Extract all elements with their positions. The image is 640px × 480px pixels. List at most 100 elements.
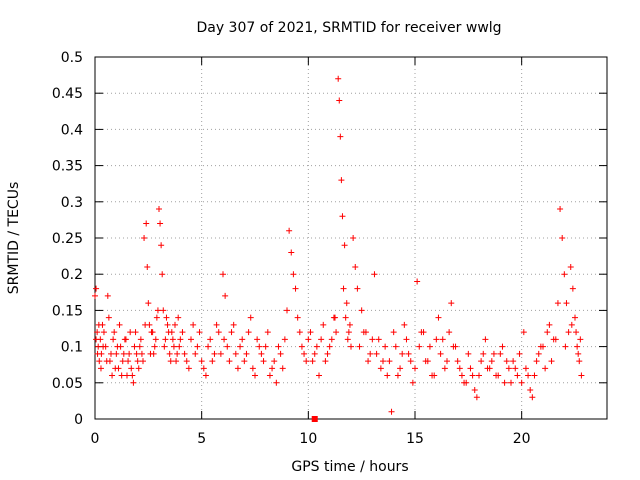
y-tick-label: 0 <box>74 412 83 428</box>
data-points <box>92 75 585 422</box>
data-point <box>119 358 126 365</box>
data-point <box>525 372 532 379</box>
data-point <box>141 235 148 241</box>
square-marker <box>311 416 318 422</box>
data-point <box>277 350 284 357</box>
data-point <box>220 271 226 278</box>
data-point <box>188 336 194 343</box>
data-point <box>311 350 318 357</box>
data-point <box>132 329 139 336</box>
data-point <box>207 336 214 343</box>
data-point <box>360 329 367 336</box>
data-point <box>194 343 201 350</box>
data-point <box>559 235 566 241</box>
data-point <box>392 343 399 350</box>
data-point <box>222 292 229 299</box>
y-tick-label: 0.1 <box>61 340 83 356</box>
data-point <box>260 358 267 365</box>
data-point <box>133 350 140 357</box>
data-point <box>192 350 199 357</box>
data-point <box>286 227 293 234</box>
data-point <box>371 271 378 278</box>
data-point <box>262 343 269 350</box>
data-point <box>448 300 455 307</box>
data-point <box>348 343 354 350</box>
data-point <box>156 206 162 213</box>
data-point <box>170 343 177 350</box>
data-point <box>522 365 529 372</box>
data-point <box>124 372 130 379</box>
data-point <box>578 372 585 379</box>
data-point <box>497 350 504 357</box>
data-point <box>134 358 141 365</box>
data-point <box>113 350 120 357</box>
data-point <box>405 350 412 357</box>
data-point <box>122 336 129 343</box>
data-point <box>316 372 322 379</box>
data-point <box>130 379 137 386</box>
data-point <box>100 329 107 336</box>
data-point <box>298 343 305 350</box>
data-point <box>243 350 250 357</box>
data-point <box>454 358 461 365</box>
data-point <box>110 336 117 343</box>
y-tick-label: 0.35 <box>52 159 83 175</box>
data-point <box>127 329 134 336</box>
data-point <box>165 329 172 336</box>
data-point <box>514 372 521 379</box>
data-point <box>221 336 228 343</box>
data-point <box>120 350 127 357</box>
data-point <box>166 350 173 357</box>
chart-title: Day 307 of 2021, SRMTID for receiver wwl… <box>196 20 501 36</box>
data-point <box>202 372 209 379</box>
data-point <box>384 372 391 379</box>
data-point <box>215 329 222 336</box>
data-point <box>200 365 207 372</box>
data-point <box>562 343 569 350</box>
data-point <box>247 314 254 321</box>
data-point <box>354 285 361 292</box>
data-point <box>456 365 463 372</box>
data-point <box>109 372 116 379</box>
data-point <box>333 329 340 336</box>
data-point <box>450 343 457 350</box>
data-point <box>135 365 142 372</box>
data-point <box>164 321 171 328</box>
data-point <box>505 365 512 372</box>
data-point <box>437 350 444 357</box>
data-point <box>344 336 351 343</box>
data-point <box>516 350 523 357</box>
data-point <box>163 314 170 321</box>
data-point <box>439 336 446 343</box>
data-point <box>426 343 433 350</box>
data-point <box>499 343 506 350</box>
y-tick-label: 0.2 <box>61 267 83 283</box>
y-tick-label: 0.5 <box>61 50 83 66</box>
data-point <box>105 314 112 321</box>
data-point <box>341 242 348 249</box>
data-point <box>326 343 333 350</box>
data-point <box>96 358 103 365</box>
data-point <box>234 365 241 372</box>
data-point <box>575 350 582 357</box>
data-point <box>573 329 580 336</box>
data-point <box>358 307 365 314</box>
data-point <box>114 343 121 350</box>
x-tick-label: 5 <box>197 431 206 447</box>
data-point <box>401 321 408 328</box>
data-point <box>540 343 546 350</box>
x-tick-label: 0 <box>91 431 100 447</box>
data-point <box>256 343 263 350</box>
data-point <box>159 271 166 278</box>
data-point <box>131 343 138 350</box>
data-point <box>490 350 497 357</box>
data-point <box>352 263 359 270</box>
data-point <box>111 329 118 336</box>
data-point <box>175 314 182 321</box>
data-point <box>429 372 436 379</box>
data-point <box>414 278 421 285</box>
data-point <box>328 336 335 343</box>
data-point <box>473 394 480 401</box>
data-point <box>125 358 132 365</box>
data-point <box>303 358 310 365</box>
